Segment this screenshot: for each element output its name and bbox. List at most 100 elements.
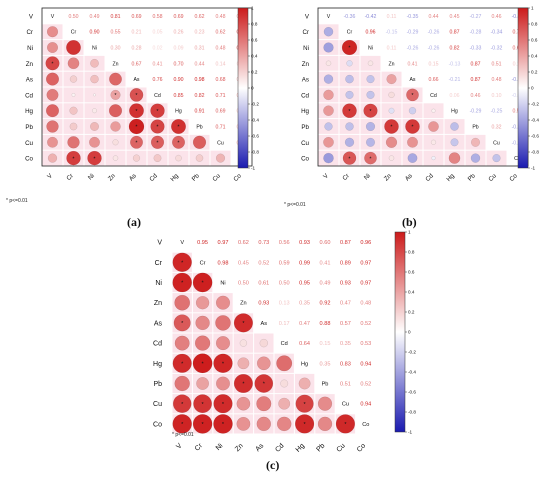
correlation-value-label: 0.76 [152,77,162,83]
correlation-circle [172,272,192,293]
correlation-value-label: 0.23 [194,30,204,36]
correlation-value-label: 0.11 [513,61,523,67]
correlation-circle [323,137,334,148]
significance-marker: * [242,382,245,388]
correlation-value-label: -0.33 [470,46,482,52]
correlation-circle [92,108,97,114]
row-variable-label: Zn [302,61,310,68]
row-variable-label: Cu [153,401,162,408]
correlation-value-label: 0.28 [131,46,141,52]
colorbar-tick-label: 0.8 [531,22,538,27]
correlation-circle [174,294,190,311]
correlation-value-label: 0.62 [215,30,225,36]
diagonal-label: V [327,14,331,20]
row-variable-label: Co [301,156,309,163]
correlation-circle [236,417,251,431]
correlation-circle [276,355,293,372]
correlation-circle [450,122,459,131]
heatmap-panel-c: V Cr Ni Zn As Cd Hg Pb Cu Co 0.95 0.97 0.62 0.73 0.56 0… [153,230,416,454]
correlation-value-label: 0.47 [299,321,310,327]
correlation-value-label: 0.98 [218,260,229,266]
correlation-value-label: -0.29 [470,109,482,115]
correlation-value-label: 0.66 [428,77,438,83]
correlation-circle [69,106,78,115]
row-variable-label: Pb [301,124,309,131]
correlation-circle [345,122,354,131]
correlation-circle [213,414,233,434]
correlation-circle [385,136,398,148]
correlation-circle [66,40,81,55]
diagonal-label: Zn [240,301,247,307]
column-variable-label: Cd [148,172,159,183]
correlation-value-label: 0.02 [152,46,162,52]
correlation-value-label: 0.60 [320,240,331,246]
diagonal-label: Cu [493,140,500,146]
diagonal-label: Hg [175,109,182,115]
correlation-value-label: 0.48 [215,14,225,20]
correlation-circle [46,26,59,38]
column-variable-label: Pb [315,442,326,453]
correlation-circle [430,139,437,145]
correlation-circle [323,105,334,116]
row-variable-label: Ni [27,45,33,52]
column-variable-label: Co [508,172,519,183]
correlation-value-label: 0.49 [320,281,331,287]
diagonal-label: As [409,77,415,83]
column-variable-label: Cr [65,172,75,182]
significance-marker: * [222,422,225,428]
correlation-circle [323,89,334,101]
correlation-value-label: 0.85 [173,93,183,99]
correlation-value-label: 0.71 [215,93,225,99]
column-variable-label: Co [232,172,243,183]
correlation-circle [323,42,334,53]
correlation-value-label: 0.49 [89,14,99,20]
diagonal-label: As [133,77,139,83]
diagonal-label: Pb [322,382,329,388]
correlation-circle [150,135,165,149]
correlation-circle [93,93,96,97]
row-variable-label: V [157,240,162,247]
correlation-value-label: 0.68 [215,77,225,83]
correlation-value-label: -0.32 [491,46,503,52]
correlation-value-label: 0.91 [194,109,204,115]
correlation-circle [195,315,210,331]
correlation-value-label: 0.17 [279,321,290,327]
correlation-value-label: 0.70 [173,61,183,67]
correlation-circle [254,374,274,393]
correlation-value-label: 0.73 [258,240,269,246]
correlation-circle [342,151,357,165]
correlation-value-label: 0.26 [173,30,183,36]
row-variable-label: Hg [25,108,33,115]
correlation-value-label: 0.48 [215,46,225,52]
column-variable-label: Cd [424,172,435,183]
correlation-value-label: -0.28 [470,30,482,36]
correlation-circle [172,252,192,272]
significance-marker: * [135,93,138,99]
correlation-circle [195,296,210,310]
correlation-value-label: 0.62 [194,14,204,20]
correlation-circle [66,150,81,166]
correlation-circle [345,90,354,99]
correlation-value-label: 0.88 [320,321,331,327]
significance-marker: * [177,141,180,147]
correlation-value-label: 0.10 [491,93,501,99]
correlation-value-label: 0.06 [449,93,459,99]
column-variable-label: V [46,172,54,180]
diagonal-label: As [261,321,268,327]
correlation-value-label: 0.45 [449,14,459,20]
correlation-value-label: 0.11 [387,14,397,20]
correlation-value-label: 0.95 [299,281,310,287]
row-variable-label: Zn [26,61,34,68]
correlation-value-label: 0.96 [360,240,371,246]
column-variable-label: Cr [341,172,351,182]
correlation-circle [128,118,145,135]
correlation-value-label: 0.15 [320,341,331,347]
significance-marker: * [369,156,372,162]
colorbar-tick-label: -0.6 [531,134,539,139]
colorbar-tick-label: -0.8 [408,410,416,415]
colorbar-tick-label: -1 [251,166,256,171]
correlation-value-label: 0.57 [340,321,351,327]
column-variable-label: Cu [487,172,498,183]
correlation-value-label: 0.35 [299,301,310,307]
significance-marker: * [344,422,347,428]
